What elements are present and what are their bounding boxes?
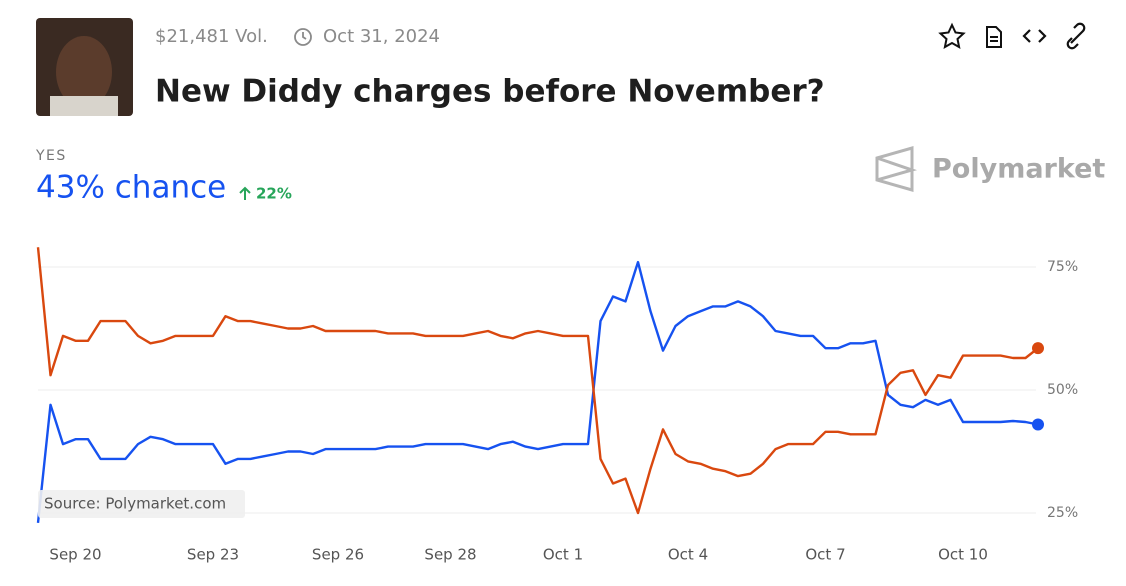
market-title: New Diddy charges before November?: [155, 74, 825, 110]
document-button[interactable]: [986, 26, 1002, 48]
y-tick-label: 50%: [1047, 382, 1078, 398]
source: Source: Polymarket.com: [44, 495, 226, 513]
change: 22%: [256, 185, 292, 203]
embed-button[interactable]: [1022, 29, 1047, 43]
x-tick-label: Oct 7: [805, 546, 845, 564]
series-line: [36, 247, 1039, 515]
chance: 43% chance: [36, 170, 226, 206]
x-tick-label: Sep 28: [424, 546, 476, 564]
series-line: [36, 260, 1039, 524]
x-tick-label: Sep 26: [312, 546, 364, 564]
star-button[interactable]: [938, 22, 966, 49]
x-tick-label: Oct 1: [543, 546, 583, 564]
volume: $21,481 Vol.: [155, 26, 268, 47]
x-tick-label: Oct 10: [938, 546, 988, 564]
link-button[interactable]: [1066, 22, 1086, 50]
brand-logo: [875, 146, 918, 192]
end-dot: [1032, 342, 1044, 355]
end-dot: [1032, 418, 1044, 431]
market-photo: [36, 18, 133, 116]
y-tick-label: 75%: [1047, 259, 1078, 275]
clock-icon: [294, 28, 312, 46]
end-date: Oct 31, 2024: [323, 26, 440, 47]
x-tick-label: Oct 4: [668, 546, 708, 564]
x-tick-label: Sep 20: [49, 546, 101, 564]
y-tick-label: 25%: [1047, 505, 1078, 521]
up-arrow: [239, 186, 251, 200]
outcome-label: YES: [35, 148, 67, 164]
brand-name: Polymarket: [932, 154, 1105, 185]
x-tick-label: Sep 23: [187, 546, 239, 564]
source-box: [38, 490, 245, 518]
